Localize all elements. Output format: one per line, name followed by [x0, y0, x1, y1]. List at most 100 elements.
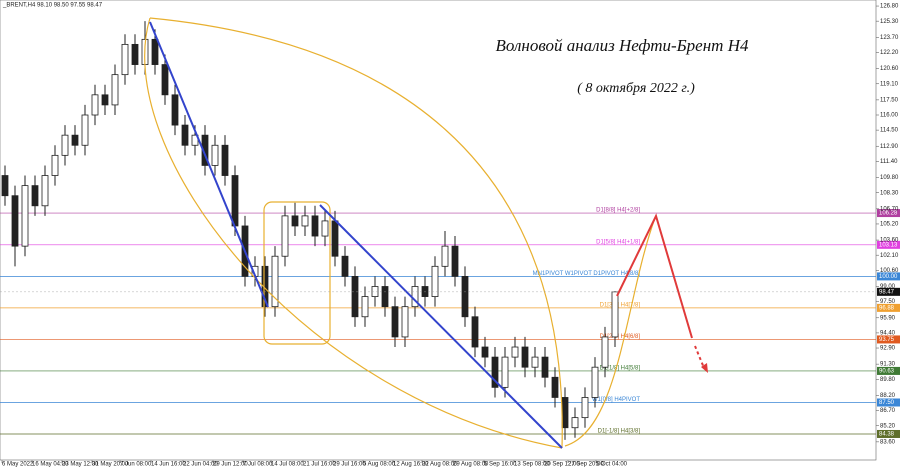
candle-body: [501, 356, 509, 388]
x-tick-label: 14 Jun 16:00: [151, 462, 186, 468]
candle-body: [31, 185, 39, 207]
x-tick-label: 6 May 2022: [2, 462, 34, 468]
candle-body: [291, 215, 299, 227]
y-tick-label: 92.90: [880, 346, 896, 352]
candle-body: [211, 144, 219, 166]
x-tick-label: 22 Jun 04:00: [183, 462, 218, 468]
candle-body: [601, 336, 609, 368]
y-tick-label: 99.00: [880, 284, 896, 290]
candle-body: [181, 124, 189, 146]
candle-body: [221, 144, 229, 176]
price-box-label: 93.75: [879, 337, 895, 343]
y-tick-label: 91.30: [880, 362, 896, 368]
candle-body: [421, 286, 429, 297]
x-tick-label: 5 Oct 04:00: [596, 462, 628, 468]
price-box: [877, 303, 900, 312]
level-label: D1[3/8] H4[7/8]: [600, 302, 641, 308]
candle-body: [101, 94, 109, 106]
price-box-label: 87.50: [879, 400, 895, 406]
price-box-label: 100.00: [879, 274, 898, 280]
y-tick-label: 119.10: [880, 81, 899, 87]
price-box: [877, 272, 900, 281]
candle-body: [281, 215, 289, 257]
candle-body: [231, 175, 239, 227]
x-tick-label: 7 Jul 08:00: [243, 462, 273, 468]
candle-body: [371, 286, 379, 297]
candle-body: [511, 346, 519, 358]
price-box-label: 103.13: [879, 242, 898, 248]
candle-body: [91, 94, 99, 116]
price-box: [877, 335, 900, 344]
y-tick-label: 106.70: [880, 206, 899, 212]
candle-body: [571, 417, 579, 429]
candle-body: [321, 220, 329, 237]
y-tick-label: 116.00: [880, 113, 899, 119]
x-tick-label: 27 Sep 20:00: [568, 462, 604, 468]
x-tick-label: 13 Sep 08:00: [514, 462, 550, 468]
y-tick-label: 89.80: [880, 377, 896, 383]
price-box-label: 90.63: [879, 369, 895, 375]
y-tick-label: 126.80: [880, 4, 899, 10]
y-tick-label: 103.60: [880, 238, 899, 244]
y-tick-label: 120.60: [880, 66, 899, 72]
level-label: D1[5/8] H4[+1/8]: [596, 239, 640, 245]
candle-body: [121, 43, 129, 76]
candle-body: [111, 74, 119, 106]
y-tick-label: 111.40: [880, 159, 898, 165]
candle-body: [131, 43, 139, 65]
price-box-label: 106.28: [879, 211, 898, 217]
forecast-arrow: [616, 213, 693, 339]
candle-body: [451, 245, 459, 277]
candle-body: [361, 296, 369, 318]
candle-body: [351, 276, 359, 318]
x-tick-label: 29 Aug 08:00: [453, 462, 489, 468]
trend-line: [149, 21, 269, 308]
level-label: D1[8/8] H4[+2/8]: [596, 208, 640, 214]
candle-body: [161, 64, 169, 96]
y-tick-label: 108.30: [880, 190, 899, 196]
symbol-header: _BRENT,H4 98.10 98.50 97.55 98.47: [2, 3, 103, 9]
candle-body: [41, 175, 49, 207]
x-tick-label: 23 May 12:00: [62, 462, 99, 468]
candle-body: [401, 306, 409, 338]
candle-body: [81, 114, 89, 146]
candle-body: [481, 346, 489, 358]
candle-body: [341, 255, 349, 277]
candle-body: [471, 316, 479, 348]
candle-body: [261, 265, 269, 308]
candle-body: [461, 276, 469, 318]
y-tick-label: 112.90: [880, 144, 899, 150]
price-box: [877, 209, 900, 218]
x-tick-label: 21 Jul 16:00: [303, 462, 336, 468]
candle-body: [21, 185, 29, 247]
price-box: [877, 366, 900, 375]
level-label: W1[0/8] H4PIVOT: [592, 397, 640, 403]
box: [263, 201, 331, 345]
candle-body: [151, 38, 159, 65]
level-label: D1[1/8] H4[5/8]: [600, 366, 641, 372]
x-tick-label: 7 Jun 08:00: [120, 462, 152, 468]
candle-body: [531, 356, 539, 368]
level-label: D1[-1/8] H4[3/8]: [598, 429, 641, 435]
arc-projection: [564, 217, 656, 447]
candle-body: [491, 356, 499, 388]
arc-upper: [149, 17, 563, 449]
x-tick-label: 31 May 20:00: [92, 462, 129, 468]
plot-area: [0, 0, 877, 461]
y-tick-label: 123.70: [880, 35, 899, 41]
annotations: [144, 17, 708, 449]
candle-body: [1, 175, 9, 197]
candle-body: [51, 154, 59, 176]
candles: [1, 21, 619, 440]
x-tick-label: 14 Jul 08:00: [271, 462, 304, 468]
candle-body: [381, 286, 389, 308]
candle-body: [301, 215, 309, 227]
chart-subtitle: ( 8 октября 2022 г.): [577, 81, 695, 96]
arrow-head: [701, 363, 708, 373]
last-price-box: [877, 287, 900, 296]
candle-body: [561, 397, 569, 429]
x-tick-label: 20 Sep 12:00: [544, 462, 580, 468]
x-tick-label: 22 Aug 08:00: [422, 462, 458, 468]
price-box: [877, 398, 900, 407]
level-label: D1[2/8] H4[6/8]: [600, 334, 641, 340]
